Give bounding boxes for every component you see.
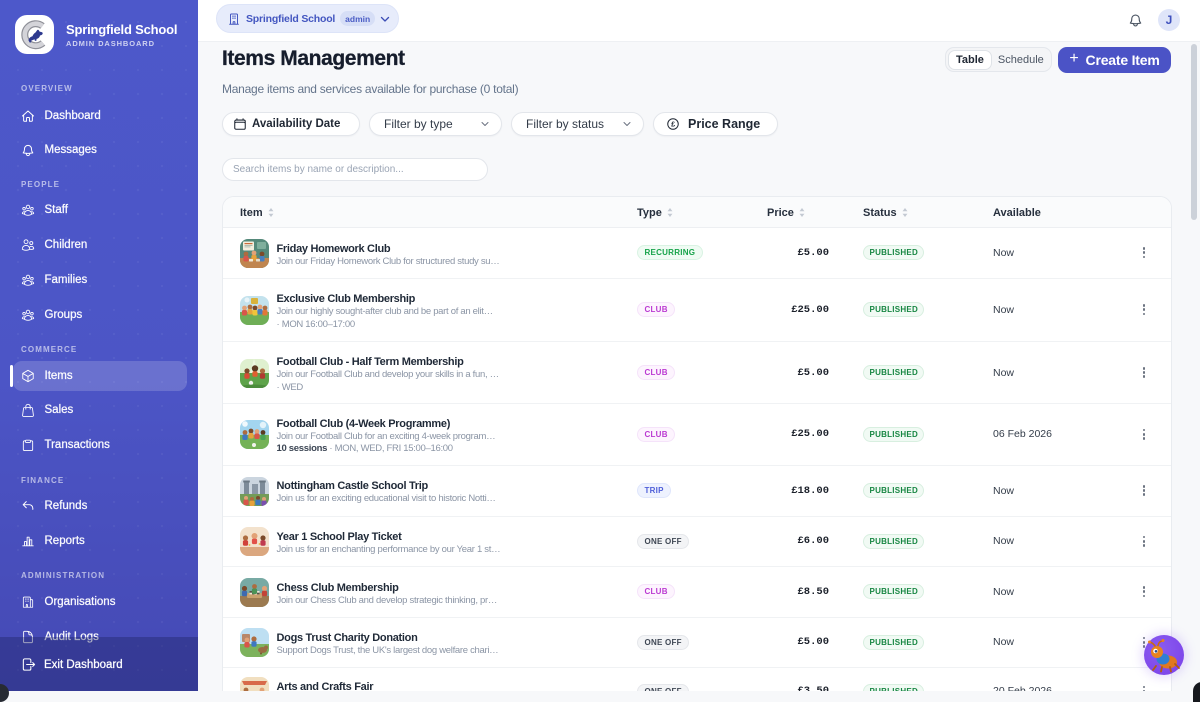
svg-text:£: £ [671,120,675,129]
